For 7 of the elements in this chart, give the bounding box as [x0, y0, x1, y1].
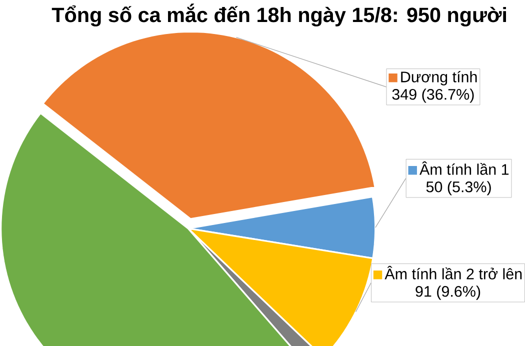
- legend-label: Âm tính lần 1: [420, 161, 509, 175]
- chart-title: Tổng số ca mắc đến 18h ngày 15/8: 950 người: [52, 4, 506, 26]
- legend-label: Âm tính lần 2 trở lên: [384, 266, 522, 280]
- data-label: 349 (36.7%): [392, 88, 474, 103]
- legend-label: Dương tính: [401, 70, 477, 86]
- data-label: 50 (5.3%): [426, 181, 491, 196]
- data-label: 91 (9.6%): [416, 286, 480, 300]
